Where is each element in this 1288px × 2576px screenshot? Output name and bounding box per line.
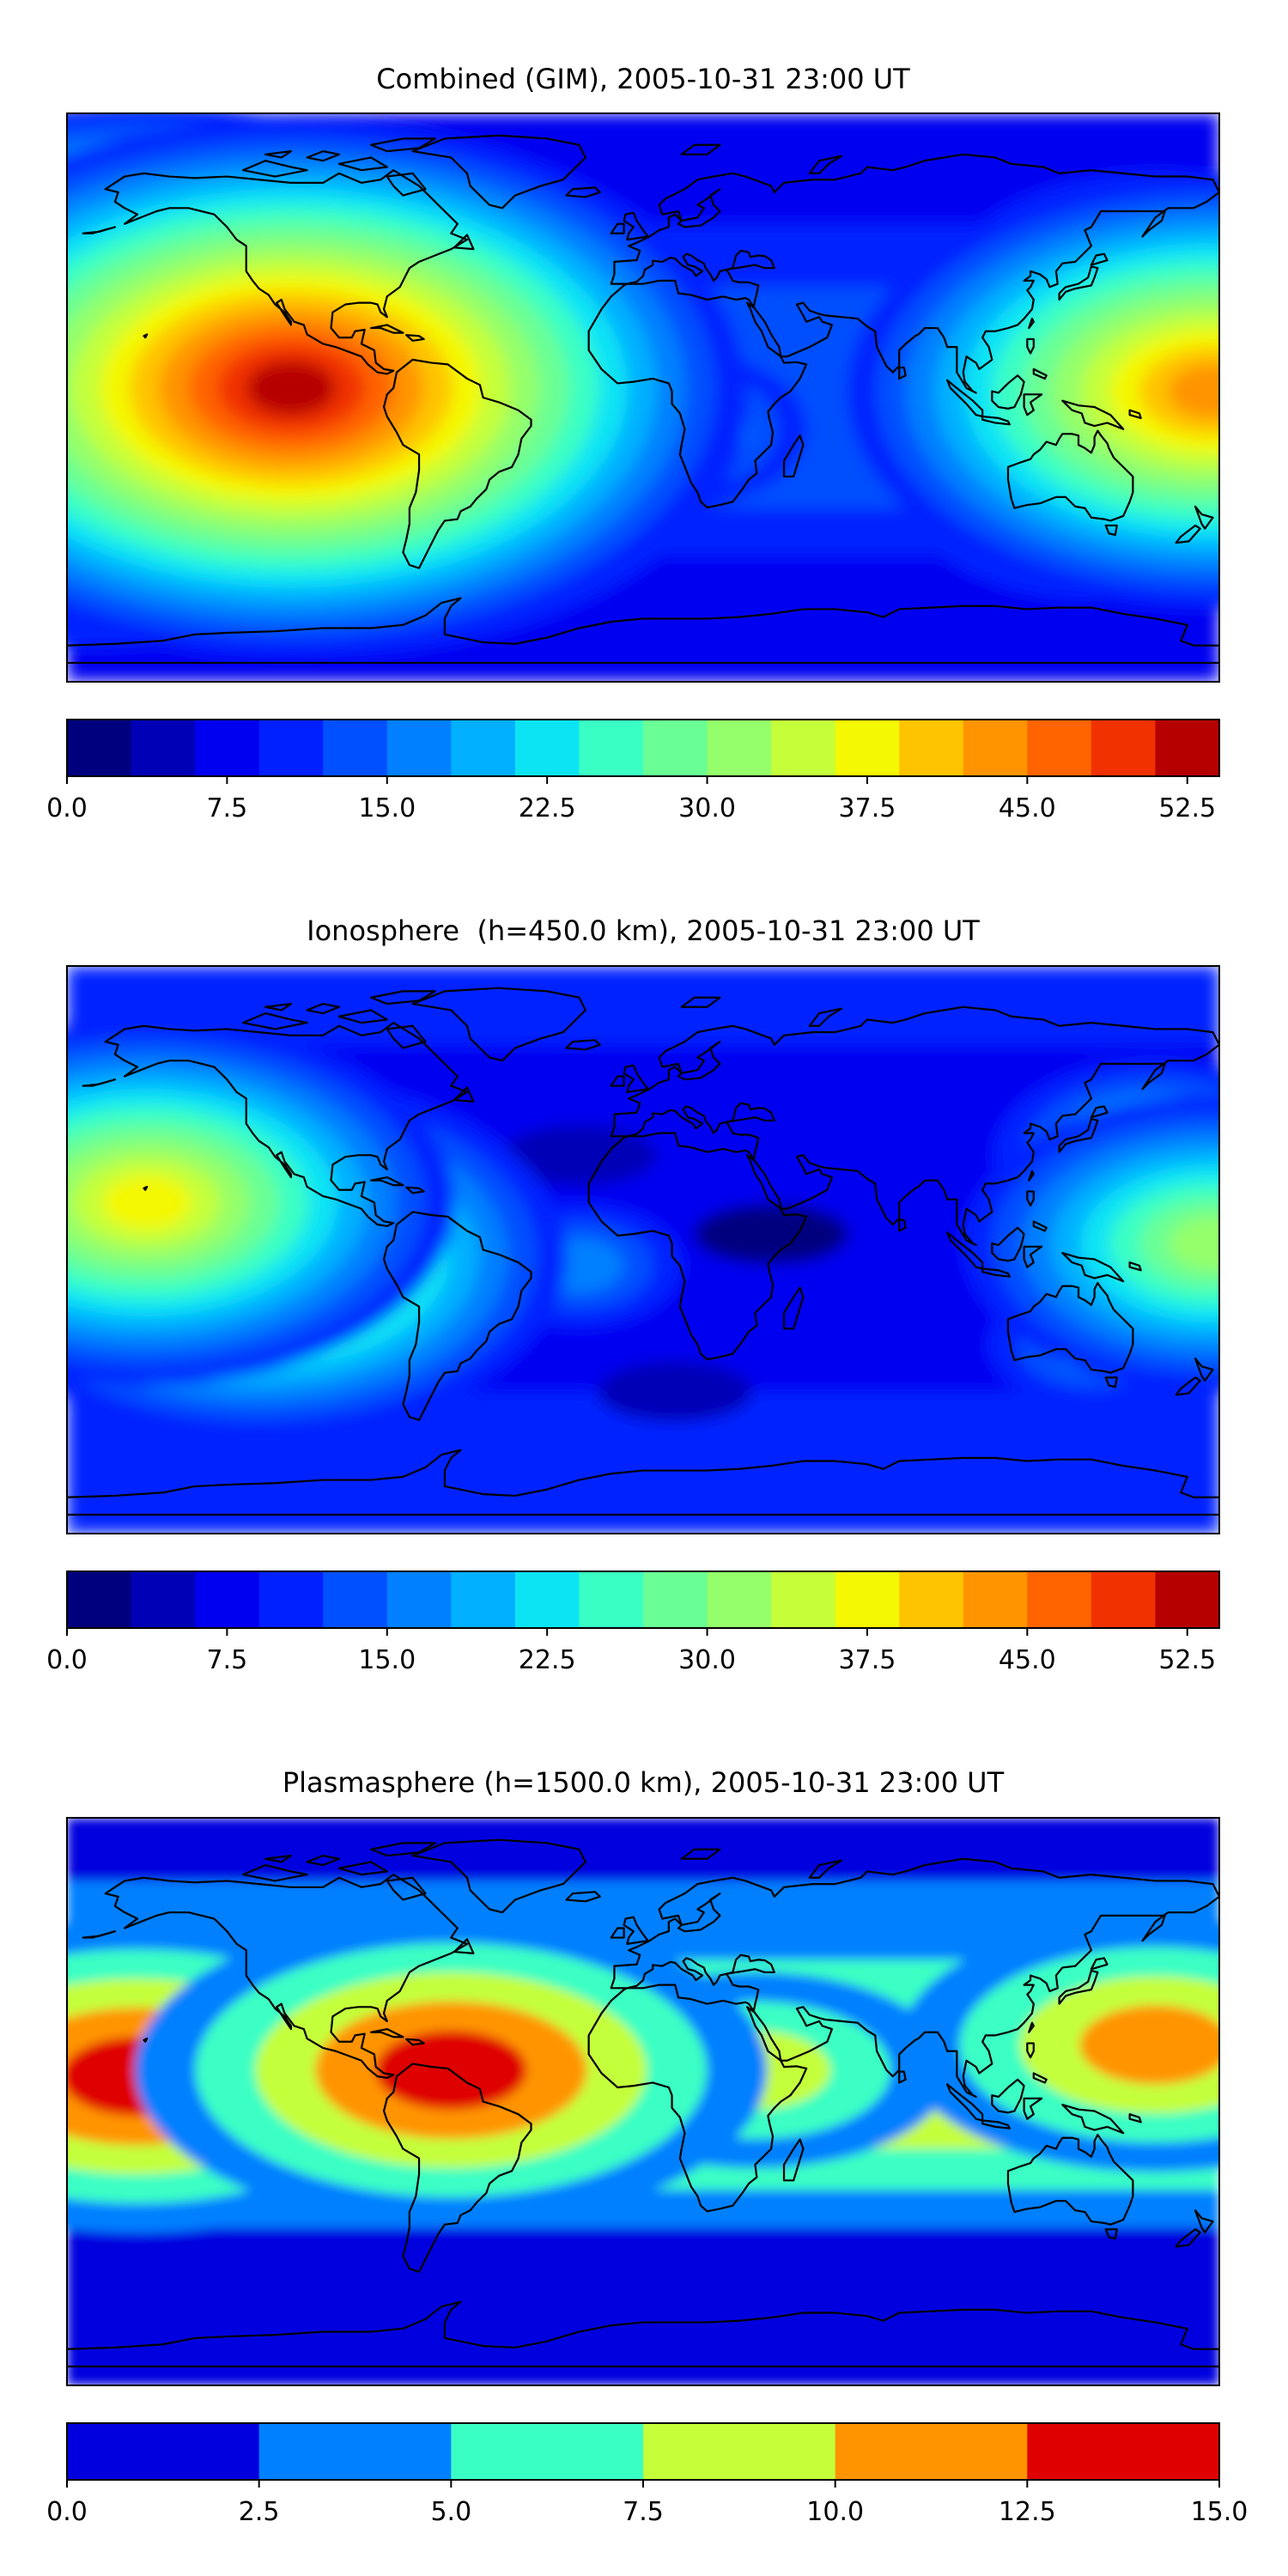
colorbar-swatch (514, 1571, 580, 1628)
colorbar-frame (66, 1571, 1220, 1629)
colorbar-swatch (835, 720, 900, 776)
colorbar-frame (66, 719, 1220, 777)
colorbar-swatch (451, 1571, 516, 1628)
colorbar-tick-label: 7.5 (623, 2497, 664, 2527)
colorbar-tick-label: 37.5 (839, 793, 896, 823)
field-blob (598, 1361, 753, 1422)
field-blob (694, 556, 849, 617)
field-blob (246, 360, 336, 416)
colorbar-swatch (258, 2423, 452, 2480)
colorbar-swatch (195, 720, 260, 776)
panel-combined-field (67, 113, 1219, 682)
colorbar-tick-label: 10.0 (806, 2497, 864, 2527)
colorbar-swatch (67, 2423, 260, 2480)
colorbar-tick-label: 37.5 (839, 1645, 896, 1675)
colorbar-swatch (323, 1571, 388, 1628)
panel-plasmasphere-title: Plasmasphere (h=1500.0 km), 2005-10-31 2… (283, 1766, 1005, 1799)
colorbar-swatch (707, 720, 772, 776)
colorbar-swatch (1091, 720, 1156, 776)
panel-combined-title: Combined (GIM), 2005-10-31 23:00 UT (376, 63, 910, 95)
panel-plasmasphere-field (67, 1818, 1219, 2385)
colorbar-tick-label: 5.0 (430, 2497, 471, 2527)
panel-plasmasphere-map (67, 1818, 1219, 2385)
panel-combined-map (67, 113, 1219, 682)
colorbar-tick-label: 15.0 (1191, 2497, 1249, 2527)
colorbar-swatch (1155, 720, 1220, 776)
colorbar-swatch (131, 1571, 196, 1628)
field-blob (694, 1204, 849, 1265)
panel-ionosphere-title: Ionosphere (h=450.0 km), 2005-10-31 23:0… (307, 914, 980, 947)
colorbar-swatch (1027, 1571, 1092, 1628)
field-blob (1168, 1216, 1219, 1272)
colorbar-swatch (323, 720, 388, 776)
colorbar-swatch (451, 2423, 644, 2480)
colorbar-tick-label: 0.0 (46, 1645, 88, 1675)
colorbar-swatch (67, 720, 132, 776)
colorbar-swatch (451, 720, 516, 776)
colorbar-tick-label: 12.5 (999, 2497, 1056, 2527)
colorbar-tick-label: 52.5 (1158, 1645, 1216, 1675)
colorbar-swatch (899, 1571, 964, 1628)
colorbar-swatch (835, 2423, 1028, 2480)
panel-plasmasphere: Plasmasphere (h=1500.0 km), 2005-10-31 2… (46, 1766, 1249, 2527)
colorbar-swatch (771, 720, 836, 776)
field-blob (501, 1125, 657, 1186)
colorbar-swatch (1027, 2423, 1220, 2480)
colorbar-swatch (835, 1571, 900, 1628)
colorbar-swatch (963, 720, 1028, 776)
colorbar-tick-label: 45.0 (999, 793, 1056, 823)
colorbar-tick-label: 7.5 (207, 793, 248, 823)
colorbar-tick-label: 15.0 (358, 1645, 416, 1675)
colorbar-tick-label: 0.0 (46, 2497, 88, 2527)
colorbar-swatch (643, 2423, 836, 2480)
panel-ionosphere-colorbar: 0.0 7.5 15.0 22.5 30.0 37.5 45.0 52.5 (46, 1571, 1220, 1675)
colorbar-swatch (899, 720, 964, 776)
panel-ionosphere-map (67, 966, 1219, 1534)
colorbar-swatch (963, 1571, 1028, 1628)
colorbar-tick-label: 22.5 (519, 793, 576, 823)
colorbar-swatch (1091, 1571, 1156, 1628)
panel-ionosphere-frame (66, 965, 1220, 1534)
colorbar-swatch (514, 720, 580, 776)
colorbar-swatch (707, 1571, 772, 1628)
colorbar-tick-label: 30.0 (678, 793, 736, 823)
field-blob (1168, 363, 1219, 419)
colorbar-swatch (386, 1571, 452, 1628)
panel-combined: Combined (GIM), 2005-10-31 23:00 UT 0.0 7… (46, 63, 1220, 823)
panel-plasmasphere-colorbar: 0.0 2.5 5.0 7.5 10.0 12.5 15.0 (46, 2422, 1249, 2527)
colorbar-tick-label: 7.5 (207, 1645, 248, 1675)
panel-combined-colorbar: 0.0 7.5 15.0 22.5 30.0 37.5 45.0 52.5 (46, 719, 1220, 823)
colorbar-tick-label: 0.0 (46, 793, 88, 823)
colorbar-swatch (643, 720, 708, 776)
colorbar-swatch (771, 1571, 836, 1628)
field-blob (1079, 2005, 1219, 2085)
colorbar-tick-label: 52.5 (1158, 793, 1216, 823)
colorbar-tick-label: 22.5 (519, 1645, 576, 1675)
colorbar-swatch (131, 720, 196, 776)
colorbar-swatch (579, 1571, 644, 1628)
colorbar-swatch (579, 720, 644, 776)
colorbar-tick-label: 45.0 (999, 1645, 1056, 1675)
colorbar-swatch (643, 1571, 708, 1628)
colorbar-tick-label: 30.0 (678, 1645, 736, 1675)
colorbar-swatch (1155, 1571, 1220, 1628)
colorbar-swatch (1027, 720, 1092, 776)
panel-ionosphere: Ionosphere (h=450.0 km), 2005-10-31 23:0… (46, 914, 1220, 1675)
field-blob (102, 1175, 192, 1230)
colorbar-swatch (258, 720, 324, 776)
colorbar-swatch (67, 1571, 132, 1628)
panel-combined-frame (66, 112, 1220, 683)
colorbar-swatch (195, 1571, 260, 1628)
panel-ionosphere-field (67, 966, 1219, 1534)
colorbar-tick-label: 15.0 (358, 793, 416, 823)
colorbar-tick-label: 2.5 (239, 2497, 280, 2527)
colorbar-swatch (258, 1571, 324, 1628)
colorbar-swatch (386, 720, 452, 776)
panel-plasmasphere-frame (66, 1817, 1220, 2386)
